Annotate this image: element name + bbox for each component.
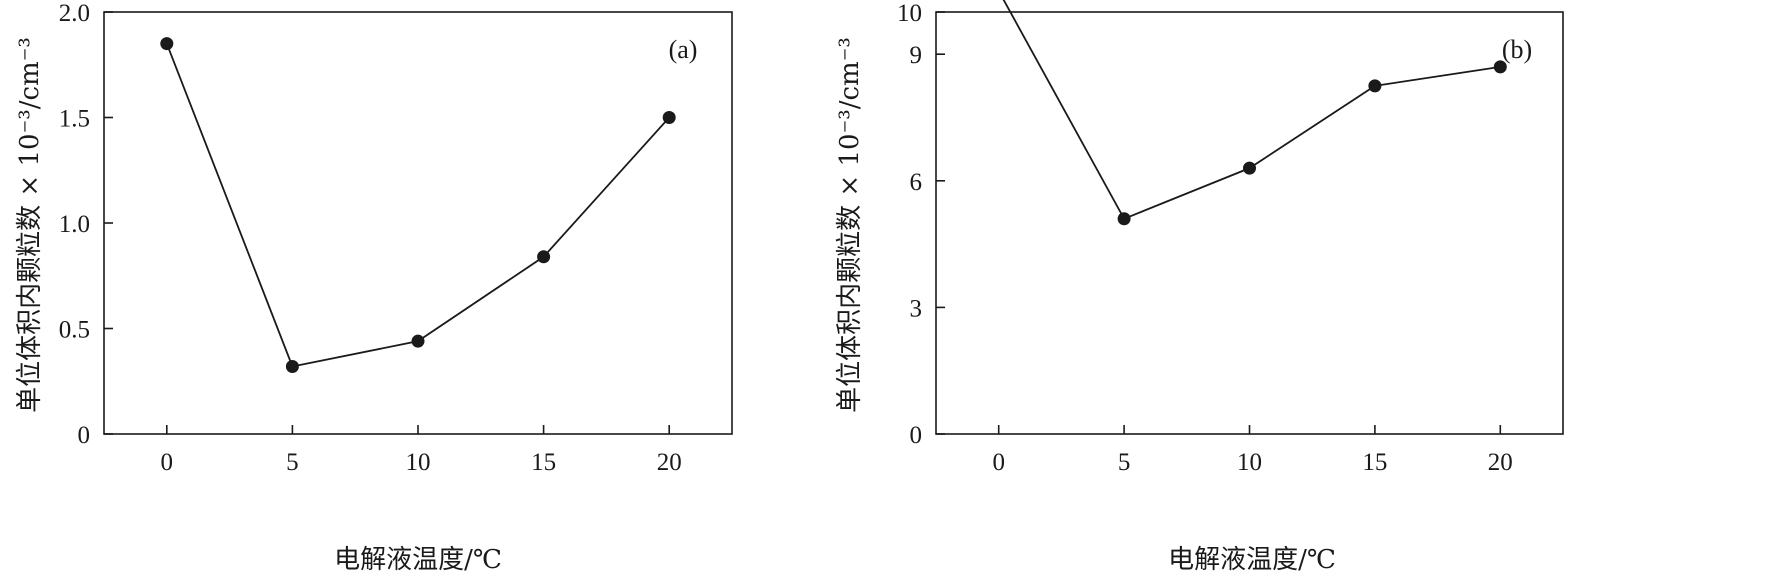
data-point (411, 334, 425, 348)
x-tick-label: 20 (1488, 449, 1513, 476)
y-tick-label: 9 (910, 42, 923, 69)
y-tick-label: 1.5 (59, 106, 90, 133)
chart-panel-b: 0 5 10 15 20 0 3 6 9 10 (b) 电解液温度/℃ 单位体积内颗粒数 × 10… (835, 0, 1564, 575)
series-line (165, 43, 670, 368)
chart-panel-a: 0 5 10 15 20 0 0.5 1.0 1.5 2.0 (a) 电解液温度/℃ 单位体积内颗… (15, 0, 733, 575)
x-tick-label: 5 (286, 449, 299, 476)
y-tick-label: 0 (910, 422, 923, 449)
data-point (537, 250, 551, 264)
data-point (1493, 60, 1507, 74)
x-tick-label: 15 (1362, 449, 1387, 476)
data-point (1243, 161, 1256, 175)
plot-frame (103, 11, 733, 435)
y-tick-label: 2.0 (59, 0, 90, 27)
x-tick-label: 10 (1237, 449, 1262, 476)
x-axis-title: 电解液温度/℃ (1168, 545, 1336, 575)
x-tick-label: 5 (1118, 449, 1131, 476)
x-tick-label: 10 (406, 449, 431, 476)
x-axis-title: 电解液温度/℃ (334, 545, 502, 575)
data-point (285, 359, 299, 373)
y-tick-label: 6 (910, 169, 923, 196)
x-tick-label: 15 (531, 449, 556, 476)
data-point (662, 111, 676, 124)
y-axis-title: 单位体积内颗粒数 × 10⁻³/cm⁻³ (835, 37, 865, 413)
y-tick-label: 0 (78, 422, 91, 449)
plot-area: 0 5 10 15 20 0 3 6 9 10 (897, 0, 1564, 476)
y-tick-label: 3 (910, 295, 923, 322)
x-tick-label: 0 (992, 449, 1005, 476)
panel-label: (b) (1502, 35, 1532, 64)
x-tick-label: 20 (657, 449, 682, 476)
panel-label: (a) (669, 35, 698, 64)
data-point (160, 37, 174, 51)
data-point (1368, 79, 1382, 93)
data-point (1117, 212, 1131, 226)
y-tick-label: 10 (897, 0, 922, 27)
plot-area: 0 5 10 15 20 0 0.5 1.0 1.5 2.0 (59, 0, 733, 476)
y-tick-label: 1.0 (59, 211, 90, 238)
series-line (1002, 0, 1501, 220)
y-tick-label: 0.5 (59, 317, 90, 344)
plot-frame (935, 11, 1564, 435)
x-tick-label: 0 (161, 449, 174, 476)
y-axis-title: 单位体积内颗粒数 × 10⁻³/cm⁻³ (15, 37, 45, 413)
